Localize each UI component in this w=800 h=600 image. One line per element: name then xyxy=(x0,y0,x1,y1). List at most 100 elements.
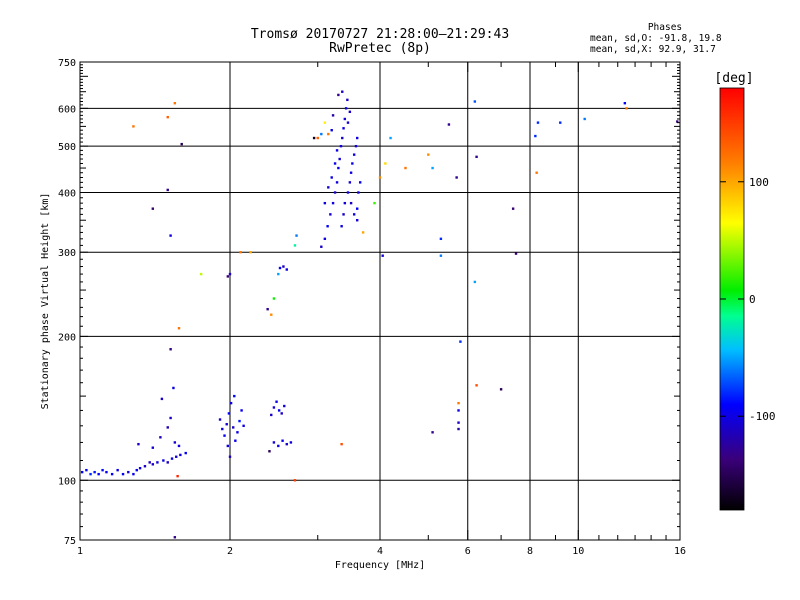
data-point xyxy=(160,397,164,401)
data-point xyxy=(373,201,376,205)
x-tick-label: 8 xyxy=(527,546,533,557)
data-point xyxy=(559,121,562,124)
data-point xyxy=(236,431,239,434)
data-point xyxy=(234,439,237,442)
data-point xyxy=(285,268,288,271)
data-point xyxy=(135,468,138,472)
data-point xyxy=(226,275,230,278)
y-axis-label: Stationary phase Virtual Height [km] xyxy=(40,193,51,410)
data-point xyxy=(384,162,387,165)
data-point xyxy=(439,254,443,257)
data-point xyxy=(625,107,628,110)
data-point xyxy=(156,461,159,464)
data-point xyxy=(361,231,365,234)
data-point xyxy=(340,442,343,446)
data-point xyxy=(337,93,340,97)
data-point xyxy=(180,142,183,146)
data-point xyxy=(357,191,360,194)
data-point xyxy=(333,191,337,194)
colorbar-label: [deg] xyxy=(714,71,753,86)
data-point xyxy=(457,409,460,412)
data-point xyxy=(349,201,353,205)
colorbar-tick-label: -100 xyxy=(749,410,776,423)
data-point xyxy=(427,153,430,156)
data-point xyxy=(159,436,162,439)
data-point xyxy=(346,121,350,124)
data-point xyxy=(218,418,222,421)
data-point xyxy=(583,117,586,121)
data-point xyxy=(348,181,352,184)
x-tick-label: 1 xyxy=(77,546,83,557)
data-point xyxy=(278,266,282,270)
data-point xyxy=(351,162,354,165)
colorbar-ticks: 100 0 -100 xyxy=(720,176,776,423)
data-point xyxy=(172,386,175,390)
data-point xyxy=(166,188,169,192)
data-point xyxy=(110,472,114,476)
data-point xyxy=(459,340,462,343)
data-point xyxy=(499,388,503,391)
data-point xyxy=(173,441,177,444)
data-point xyxy=(151,463,155,466)
data-point xyxy=(132,125,135,128)
data-point xyxy=(330,128,333,132)
data-point xyxy=(227,412,231,415)
data-point xyxy=(514,252,518,255)
data-point xyxy=(229,401,233,405)
data-point xyxy=(169,348,172,351)
data-point xyxy=(327,186,330,189)
data-point xyxy=(338,157,341,161)
data-point xyxy=(93,470,96,474)
data-point xyxy=(337,166,340,170)
data-point xyxy=(293,479,297,482)
data-point xyxy=(320,245,323,248)
phase-stats: Phases mean, sd,O: -91.8, 19.8 mean, sd,… xyxy=(590,22,740,55)
stats-line-x: mean, sd,X: 92.9, 31.7 xyxy=(590,44,716,55)
data-point xyxy=(340,225,343,228)
data-point xyxy=(343,117,347,121)
data-point xyxy=(293,244,297,247)
data-point xyxy=(272,297,276,300)
data-point xyxy=(173,536,177,539)
data-point xyxy=(143,465,147,468)
grid-lines xyxy=(80,62,680,540)
y-axis: 75 100 200 300 400 500 600 750 xyxy=(58,58,680,547)
data-point xyxy=(280,412,283,415)
data-point xyxy=(166,461,169,464)
data-point xyxy=(277,444,280,448)
stats-line-o: mean, sd,O: -91.8, 19.8 xyxy=(590,33,722,44)
data-point xyxy=(457,427,460,431)
data-point xyxy=(89,472,92,476)
data-point xyxy=(221,427,224,431)
x-tick-label: 16 xyxy=(674,546,686,557)
y-tick-label: 300 xyxy=(58,248,76,259)
data-point xyxy=(137,442,140,446)
data-point xyxy=(289,441,293,444)
data-point xyxy=(226,444,230,448)
data-point xyxy=(242,424,245,428)
data-point xyxy=(341,136,344,140)
data-point xyxy=(473,100,477,103)
data-point xyxy=(151,446,155,449)
chart-subtitle: RwPretec (8p) xyxy=(329,41,431,56)
data-point xyxy=(179,453,182,457)
data-point xyxy=(169,416,172,420)
data-point xyxy=(170,457,174,460)
x-axis-label: Frequency [MHz] xyxy=(335,560,425,571)
data-point xyxy=(283,404,286,408)
data-point xyxy=(535,171,538,174)
data-point xyxy=(105,470,108,474)
colorbar-tick-label: 0 xyxy=(749,293,756,306)
data-point xyxy=(138,466,142,470)
data-point xyxy=(348,110,352,114)
data-point xyxy=(268,450,271,453)
data-point xyxy=(457,421,460,424)
data-point xyxy=(333,162,337,165)
data-point xyxy=(275,400,278,403)
x-tick-label: 4 xyxy=(377,546,383,557)
data-point xyxy=(233,394,236,398)
data-point xyxy=(329,213,332,216)
data-point xyxy=(320,132,323,136)
data-point xyxy=(352,153,356,156)
